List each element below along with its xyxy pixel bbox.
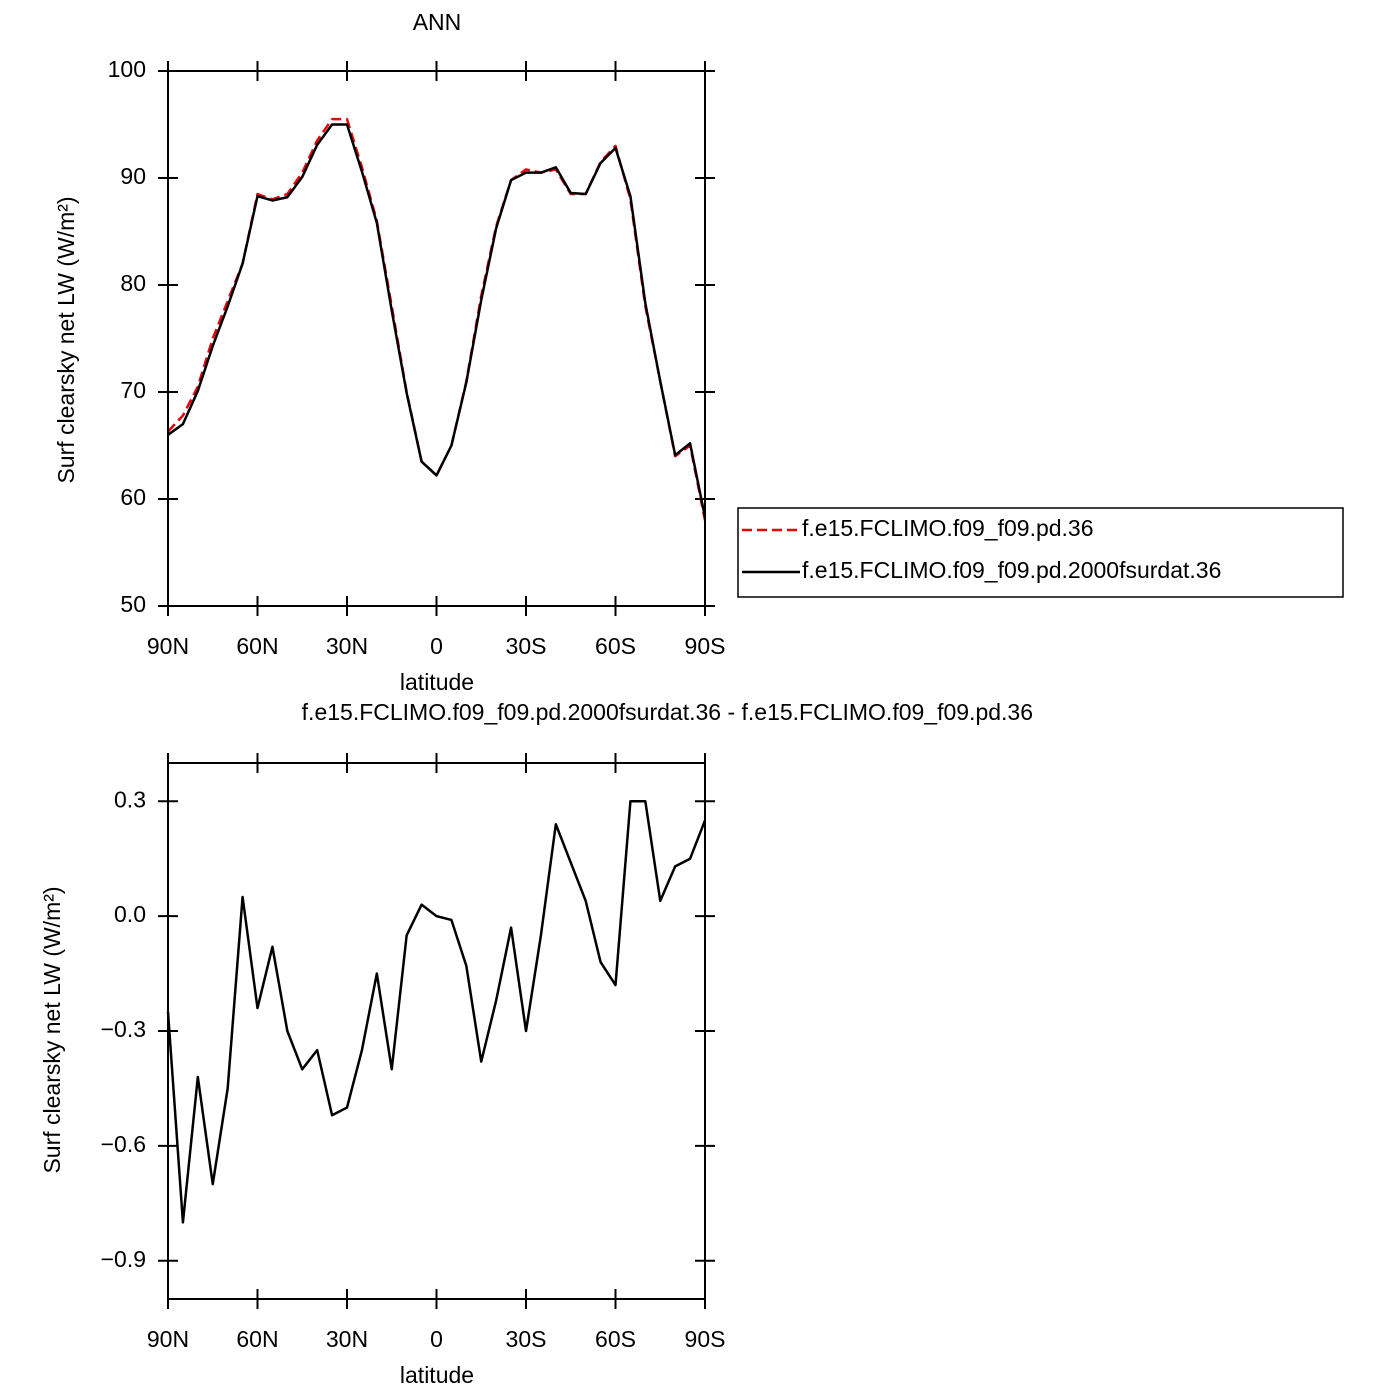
y-tick-label: −0.3 <box>101 1016 146 1042</box>
x-tick-label: 90N <box>147 1326 189 1352</box>
plot-frame <box>167 762 706 1300</box>
data-line <box>167 123 707 518</box>
x-tick-label: 60S <box>595 1326 636 1352</box>
x-tick-label: 0 <box>430 1326 443 1352</box>
x-axis-label: latitude <box>400 669 474 695</box>
chart-title: ANN <box>413 9 462 35</box>
legend-label: f.e15.FCLIMO.f09_f09.pd.2000fsurdat.36 <box>802 557 1221 583</box>
x-tick-label: 60S <box>595 633 636 659</box>
y-axis-label: Surf clearsky net LW (W/m²) <box>53 196 79 483</box>
x-tick-label: 30N <box>326 633 368 659</box>
legend-label: f.e15.FCLIMO.f09_f09.pd.36 <box>802 515 1094 541</box>
x-tick-label: 60N <box>236 1326 278 1352</box>
x-axis-label: latitude <box>400 1362 474 1388</box>
x-tick-label: 0 <box>430 633 443 659</box>
data-line <box>166 800 707 1224</box>
y-tick-label: 0.3 <box>114 786 146 812</box>
y-tick-label: 0.0 <box>114 901 146 927</box>
y-tick-label: 60 <box>120 484 146 510</box>
y-tick-label: −0.9 <box>101 1246 146 1272</box>
x-tick-label: 30S <box>506 633 547 659</box>
x-tick-label: 90N <box>147 633 189 659</box>
x-tick-label: 60N <box>236 633 278 659</box>
x-tick-label: 90S <box>685 633 726 659</box>
y-tick-label: 50 <box>120 591 146 617</box>
y-tick-label: 90 <box>120 163 146 189</box>
y-axis-label: Surf clearsky net LW (W/m²) <box>39 886 65 1173</box>
y-tick-label: 100 <box>108 56 146 82</box>
y-tick-label: −0.6 <box>101 1131 146 1157</box>
x-tick-label: 30S <box>506 1326 547 1352</box>
x-tick-label: 30N <box>326 1326 368 1352</box>
chart-title: f.e15.FCLIMO.f09_f09.pd.2000fsurdat.36 -… <box>302 699 1033 725</box>
plot-frame <box>167 70 706 607</box>
legend-box <box>737 507 1344 598</box>
y-tick-label: 70 <box>120 377 146 403</box>
y-tick-label: 80 <box>120 270 146 296</box>
data-line <box>167 117 707 521</box>
x-tick-label: 90S <box>685 1326 726 1352</box>
